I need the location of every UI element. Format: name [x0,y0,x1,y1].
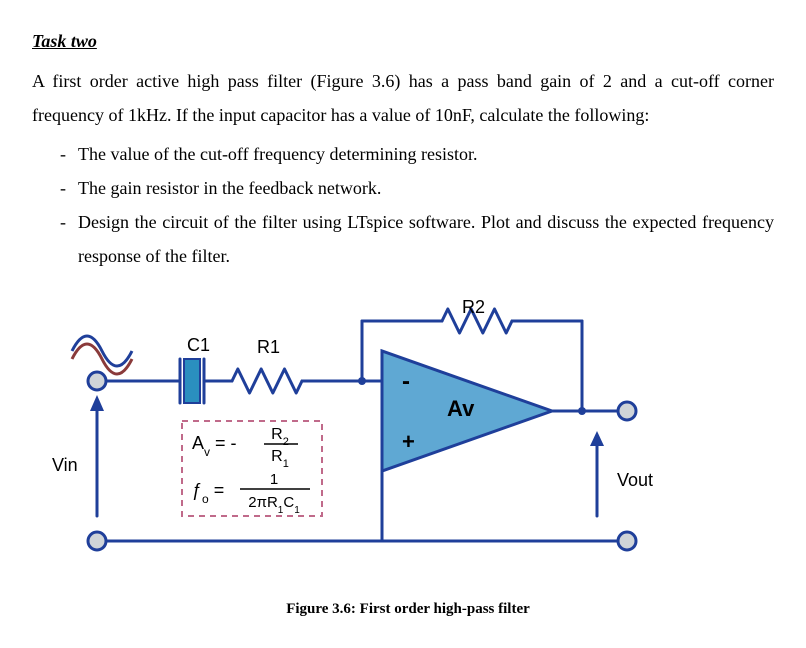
circuit-diagram: C1R1R2-+AvVoutVinAv = -R2R1ƒo = 12πR1C1 [42,291,682,591]
figure-caption: Figure 3.6: First order high-pass filter [42,595,774,624]
svg-text:+: + [402,429,415,454]
task-title: Task two [32,24,774,58]
svg-text:Av = -: Av = - [192,433,237,459]
svg-text:Vin: Vin [52,455,78,475]
svg-text:1: 1 [270,471,278,488]
bullet-list: The value of the cut-off frequency deter… [32,137,774,274]
list-item: The value of the cut-off frequency deter… [60,137,774,171]
svg-text:Av: Av [447,396,475,421]
svg-text:Vout: Vout [617,470,653,490]
svg-text:C1: C1 [187,335,210,355]
svg-text:2πR1C1: 2πR1C1 [248,494,300,516]
figure: C1R1R2-+AvVoutVinAv = -R2R1ƒo = 12πR1C1 … [42,291,774,624]
intro-paragraph: A first order active high pass filter (F… [32,64,774,132]
list-item: The gain resistor in the feedback networ… [60,171,774,205]
svg-text:R1: R1 [257,337,280,357]
svg-text:R2: R2 [462,297,485,317]
svg-text:R1: R1 [271,448,289,470]
svg-text:ƒo =: ƒo = [192,480,224,506]
list-item: Design the circuit of the filter using L… [60,205,774,273]
svg-text:-: - [402,368,410,395]
